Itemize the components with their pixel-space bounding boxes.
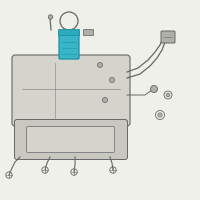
Circle shape (98, 62, 102, 68)
Circle shape (48, 15, 53, 19)
Circle shape (166, 93, 170, 97)
FancyBboxPatch shape (59, 33, 79, 59)
Circle shape (158, 113, 162, 117)
FancyBboxPatch shape (161, 31, 175, 43)
Circle shape (151, 86, 158, 92)
FancyBboxPatch shape (14, 119, 128, 160)
FancyBboxPatch shape (12, 55, 130, 126)
FancyBboxPatch shape (26, 127, 114, 152)
Circle shape (102, 98, 108, 102)
FancyBboxPatch shape (58, 29, 80, 36)
Circle shape (110, 77, 114, 82)
FancyBboxPatch shape (84, 29, 94, 36)
